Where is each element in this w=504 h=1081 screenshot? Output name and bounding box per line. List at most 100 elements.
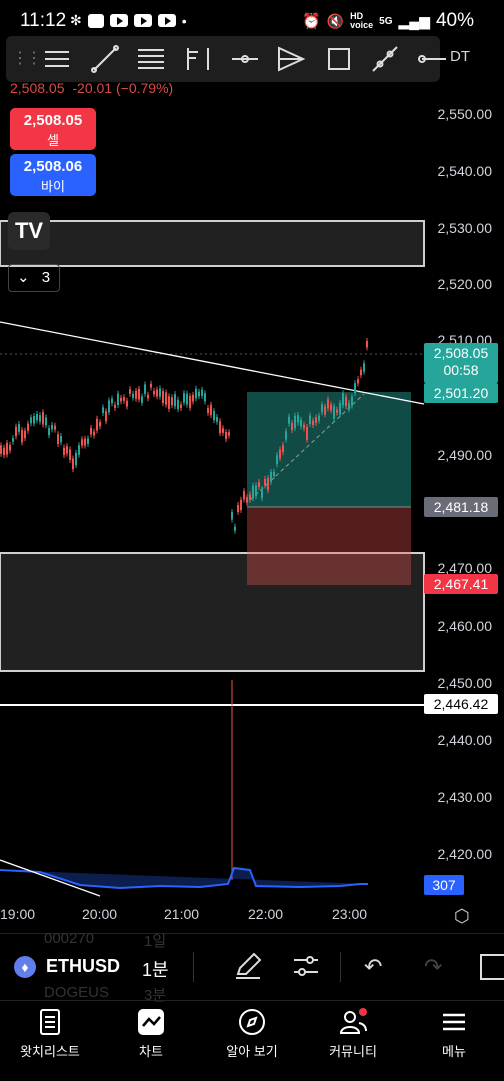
candle-body xyxy=(39,415,41,422)
buy-button[interactable]: 2,508.06 바이 xyxy=(10,154,96,196)
nav-chart[interactable]: 차트 xyxy=(101,1001,201,1081)
fullscreen-icon[interactable] xyxy=(480,954,504,980)
candle-body xyxy=(36,413,38,421)
nav-menu[interactable]: 메뉴 xyxy=(404,1001,504,1081)
nav-explore[interactable]: 알아 보기 xyxy=(202,1001,302,1081)
ray-tool-icon[interactable] xyxy=(370,44,400,74)
candle-body xyxy=(303,424,305,429)
parallel-channel-icon[interactable] xyxy=(42,44,72,74)
indicator-toggle[interactable]: ⌄ 3 xyxy=(8,264,60,292)
interval-selector[interactable]: 1분 xyxy=(142,960,169,980)
pitchfork-icon[interactable] xyxy=(182,44,212,74)
candle-body xyxy=(234,526,236,531)
candle-body xyxy=(240,499,242,511)
notification-icons: ✻ • xyxy=(70,12,187,29)
x-tick: 23:00 xyxy=(332,906,368,922)
horizontal-line-icon[interactable] xyxy=(230,44,260,74)
candle-body xyxy=(114,404,116,408)
trend-line-tool-icon[interactable] xyxy=(90,44,120,74)
undo-icon[interactable]: ↶ xyxy=(364,954,383,979)
x-tick: 21:00 xyxy=(164,906,200,922)
nav-label: 차트 xyxy=(139,1044,163,1059)
candle-body xyxy=(264,479,266,486)
candle-body xyxy=(351,396,353,406)
candle-body xyxy=(81,439,83,446)
candle-body xyxy=(99,422,101,427)
price-chart[interactable] xyxy=(0,82,504,930)
candle-body xyxy=(339,403,341,415)
pattern-tool-icon[interactable] xyxy=(276,44,306,74)
candle-body xyxy=(243,491,245,500)
candle-body xyxy=(135,390,137,399)
candle-body xyxy=(162,391,164,404)
fib-retracement-icon[interactable] xyxy=(136,44,166,74)
candle-body xyxy=(342,393,344,406)
candle-body xyxy=(309,415,311,424)
y-tick: 2,430.00 xyxy=(437,789,493,805)
pencil-icon[interactable] xyxy=(232,950,264,982)
candle-body xyxy=(300,419,302,427)
nav-label: 커뮤니티 xyxy=(329,1044,377,1059)
candle-body xyxy=(141,396,143,403)
ghost-interval: 3분 xyxy=(144,987,167,1004)
candle-body xyxy=(186,393,188,405)
y-tick: 2,420.00 xyxy=(437,846,493,862)
candle-body xyxy=(123,397,125,401)
candle-body xyxy=(126,400,128,407)
nav-community[interactable]: 커뮤니티 xyxy=(303,1001,403,1081)
candle-body xyxy=(270,471,272,482)
candle-body xyxy=(189,396,191,408)
candle-body xyxy=(207,408,209,413)
indicators-icon[interactable] xyxy=(290,950,322,982)
last-price: 2,508.05 xyxy=(10,80,65,96)
candle-body xyxy=(147,394,149,399)
candle-body xyxy=(192,394,194,402)
x-tick: 20:00 xyxy=(82,906,118,922)
candle-body xyxy=(336,409,338,413)
candle-body xyxy=(210,404,212,416)
candle-body xyxy=(15,426,17,437)
redo-icon[interactable]: ↷ xyxy=(424,954,443,979)
candle-body xyxy=(315,417,317,424)
candle-body xyxy=(273,471,275,477)
5g-icon: 5G xyxy=(379,15,393,27)
candle-body xyxy=(60,436,62,443)
volume-tag: 307 xyxy=(424,875,464,895)
candle-body xyxy=(51,424,53,430)
candle-body xyxy=(21,429,23,443)
candle-body xyxy=(279,449,281,459)
youtube-icon xyxy=(109,14,128,27)
settings-icon: ✻ xyxy=(70,12,82,28)
candle-body xyxy=(168,396,170,409)
candle-body xyxy=(183,393,185,403)
candle-body xyxy=(201,389,203,396)
candle-body xyxy=(165,392,167,405)
candle-body xyxy=(12,438,14,442)
profit-zone xyxy=(247,392,411,507)
rectangle-tool-icon[interactable] xyxy=(324,44,354,74)
compass-icon xyxy=(239,1009,265,1035)
candle-body xyxy=(153,390,155,395)
status-time: 11:12 xyxy=(20,10,67,31)
symbol-selector[interactable]: ETHUSD xyxy=(46,956,121,976)
candle-body xyxy=(225,432,227,440)
candle-body xyxy=(117,393,119,406)
candle-body xyxy=(276,455,278,465)
candle-body xyxy=(177,399,179,410)
drag-handle-icon[interactable]: ⋮⋮ xyxy=(12,50,42,67)
sell-button[interactable]: 2,508.05 셀 xyxy=(10,108,96,150)
nav-watchlist[interactable]: 왓치리스트 xyxy=(0,1001,100,1081)
candle-body xyxy=(84,438,86,446)
candle-body xyxy=(54,425,56,430)
horizontal-ray-icon[interactable] xyxy=(416,44,446,74)
candle-body xyxy=(120,397,122,402)
nav-label: 알아 보기 xyxy=(226,1044,278,1059)
candle-body xyxy=(318,415,320,421)
header-price: 2,508.05 -20.01 (−0.79%) xyxy=(10,80,173,96)
tradingview-logo[interactable]: TV xyxy=(8,212,50,250)
y-tick: 2,490.00 xyxy=(437,447,493,463)
candle-body xyxy=(282,445,284,453)
candle-body xyxy=(111,398,113,404)
chart-settings-icon[interactable]: ⬡ xyxy=(454,906,470,926)
pair-suffix[interactable]: DT xyxy=(450,48,470,65)
